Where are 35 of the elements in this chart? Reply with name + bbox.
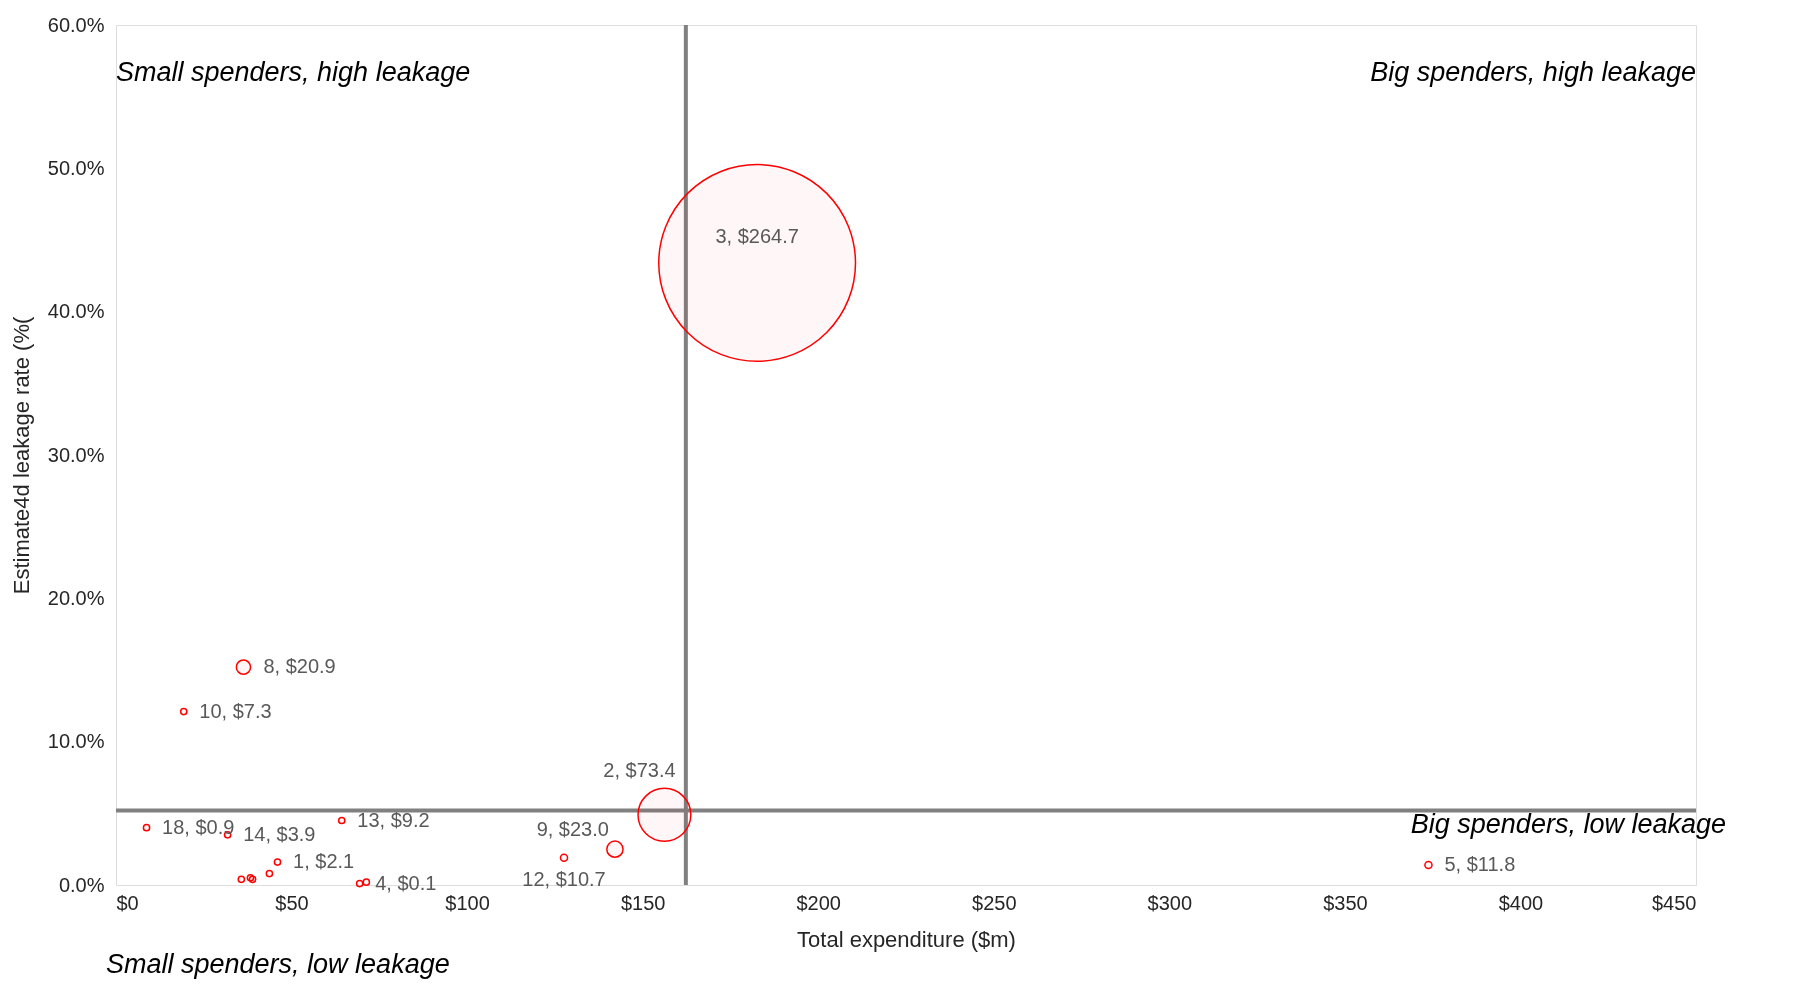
data-label: 2, $73.4 — [603, 758, 676, 781]
annotation: Big spenders, high leakage — [1370, 57, 1696, 87]
x-tick-label: $450 — [1652, 891, 1697, 914]
data-label: 18, $0.9 — [162, 815, 235, 838]
x-tick-label: $400 — [1498, 891, 1544, 914]
x-tick-label: $0 — [116, 891, 139, 914]
x-axis-title: Total expenditure ($m) — [797, 926, 1016, 952]
text: Small spenders, low leakage — [106, 949, 450, 979]
y-tick-label: 20.0% — [47, 586, 105, 609]
data-label: 1, $2.1 — [293, 850, 355, 873]
annotation: Small spenders, high leakage — [116, 57, 471, 87]
annotation: Big spenders, low leakage — [1410, 809, 1726, 839]
y-tick-label: 50.0% — [47, 156, 105, 179]
x-tick-label: $250 — [972, 891, 1017, 914]
x-tick-label: $100 — [445, 891, 490, 914]
y-tick-label: 60.0% — [47, 13, 105, 36]
data-label: 14, $3.9 — [243, 822, 316, 845]
y-axis-title: Estimate4d leakage rate (%( — [8, 316, 34, 595]
data-label: 3, $264.7 — [715, 224, 799, 247]
y-tick-label: 40.0% — [47, 300, 105, 323]
data-label: 4, $0.1 — [375, 871, 437, 894]
data-label: 9, $23.0 — [536, 818, 609, 841]
data-label: 12, $10.7 — [522, 867, 606, 890]
y-tick-label: 30.0% — [47, 443, 105, 466]
data-label: 5, $11.8 — [1444, 852, 1516, 875]
data-label: 13, $9.2 — [357, 808, 430, 831]
y-tick-label: 0.0% — [58, 873, 105, 896]
x-tick-label: $150 — [620, 891, 666, 914]
x-tick-label: $300 — [1147, 891, 1193, 914]
data-label: 8, $20.9 — [263, 655, 336, 678]
y-tick-label: 10.0% — [47, 730, 105, 753]
x-tick-label: $200 — [796, 891, 841, 914]
x-tick-label: $350 — [1323, 891, 1368, 914]
x-tick-label: $50 — [275, 891, 309, 914]
data-label: 10, $7.3 — [199, 699, 272, 722]
